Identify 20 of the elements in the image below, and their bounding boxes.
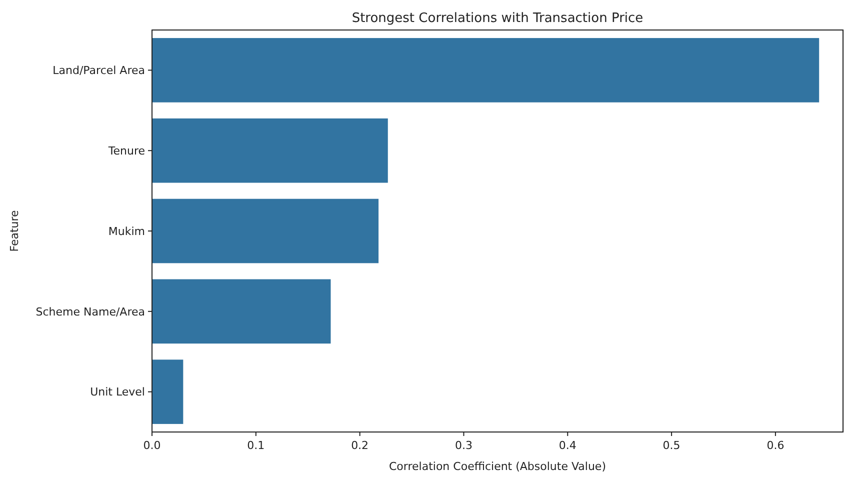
bar [152, 118, 388, 183]
y-tick-label: Scheme Name/Area [36, 305, 145, 318]
bar [152, 38, 820, 102]
x-tick-label: 0.5 [662, 439, 680, 452]
chart-title: Strongest Correlations with Transaction Price [352, 11, 644, 26]
bar [152, 198, 379, 264]
y-axis-title: Feature [8, 210, 21, 252]
x-axis-title: Correlation Coefficient (Absolute Value) [389, 460, 606, 473]
x-tick-label: 0.4 [558, 439, 576, 452]
y-tick-label: Unit Level [90, 386, 145, 399]
bar [152, 360, 184, 424]
x-tick-label: 0.2 [351, 439, 369, 452]
y-tick-label: Tenure [107, 144, 146, 158]
y-tick-label: Mukim [108, 224, 145, 238]
bar [152, 279, 331, 344]
x-tick-label: 0.3 [454, 439, 472, 452]
y-tick-label: Land/Parcel Area [52, 64, 145, 78]
x-tick-label: 0.0 [143, 439, 161, 452]
x-tick-label: 0.6 [766, 439, 784, 452]
x-tick-label: 0.1 [247, 439, 265, 452]
